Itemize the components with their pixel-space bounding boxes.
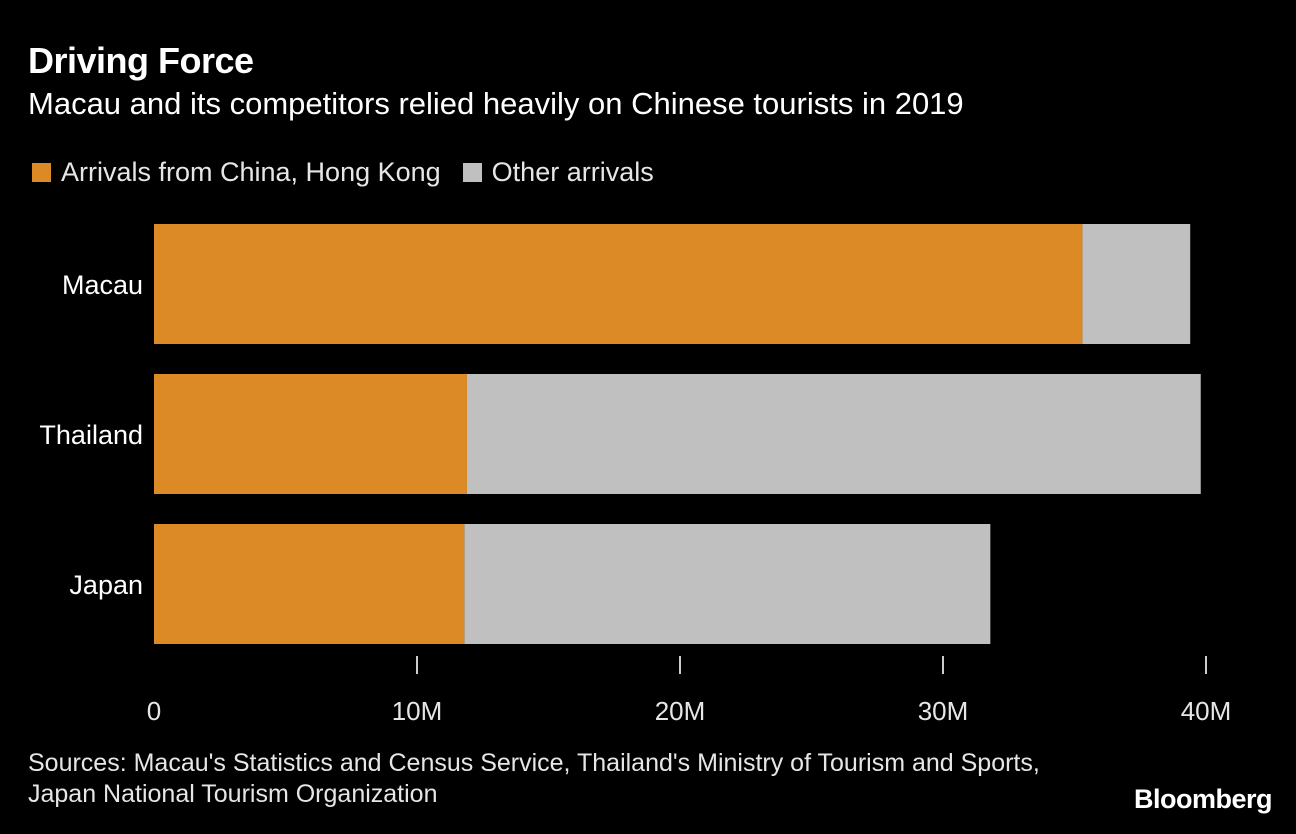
x-tick-label-3: 30M <box>918 696 969 726</box>
x-tick-label-1: 10M <box>392 696 443 726</box>
legend-swatch-china-hk <box>32 162 51 182</box>
bar-chart: Macau Thailand Japan 0 10M 20M 30M 40M <box>39 224 1232 726</box>
category-label-macau: Macau <box>62 270 143 300</box>
chart-subtitle: Macau and its competitors relied heavily… <box>28 86 964 121</box>
x-tick-label-4: 40M <box>1181 696 1232 726</box>
legend-label-other: Other arrivals <box>491 156 654 187</box>
category-label-japan: Japan <box>69 570 143 600</box>
bloomberg-logo: Bloomberg <box>1133 784 1273 814</box>
chart-title: Driving Force <box>28 40 254 81</box>
legend-item-other: Other arrivals <box>462 156 654 188</box>
legend: Arrivals from China, Hong Kong Other arr… <box>32 155 676 189</box>
source-note: Sources: Macau's Statistics and Census S… <box>28 749 1040 808</box>
legend-item-china-hk: Arrivals from China, Hong Kong <box>32 157 441 188</box>
bar-macau-china-hk <box>154 224 1083 344</box>
bar-macau-other <box>1082 224 1191 344</box>
category-label-thailand: Thailand <box>39 420 143 450</box>
legend-label-china-hk: Arrivals from China, Hong Kong <box>61 156 441 187</box>
legend-swatch-other <box>462 162 482 182</box>
bar-japan-other <box>464 524 991 644</box>
x-tick-label-2: 20M <box>655 696 706 726</box>
bar-thailand-china-hk <box>154 374 467 494</box>
x-tick-label-0: 0 <box>147 696 161 726</box>
bar-japan-china-hk <box>154 524 465 644</box>
bar-thailand-other <box>466 374 1201 494</box>
